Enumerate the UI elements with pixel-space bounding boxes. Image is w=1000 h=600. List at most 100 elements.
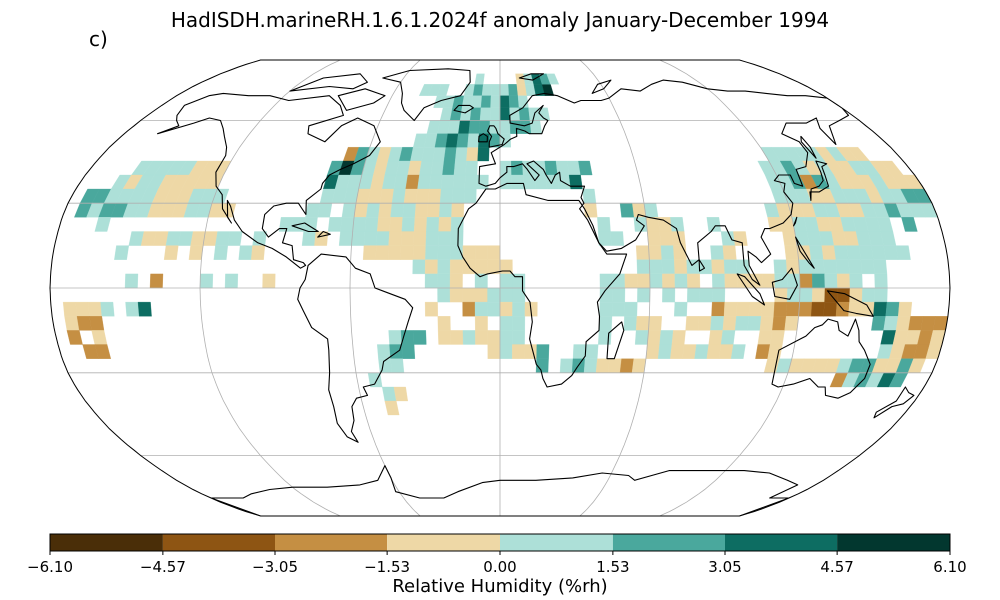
coastline-africa	[457, 182, 628, 388]
anomaly-cell	[511, 174, 524, 190]
anomaly-cell	[499, 273, 513, 289]
anomaly-cell	[462, 330, 476, 345]
anomaly-cell	[546, 73, 560, 85]
anomaly-cell	[125, 301, 140, 317]
anomaly-cell	[544, 160, 558, 176]
anomaly-cell	[449, 259, 463, 275]
anomaly-cell	[224, 273, 239, 289]
anomaly-cell	[442, 160, 456, 176]
anomaly-cell	[634, 330, 649, 345]
coastline-hispaniola	[317, 230, 331, 238]
coastline-australia	[771, 318, 871, 399]
anomaly-cell	[474, 316, 488, 331]
anomaly-cell	[920, 316, 936, 331]
anomaly-cell	[490, 84, 501, 96]
anomaly-cell	[352, 217, 367, 232]
anomaly-cell	[413, 217, 428, 232]
anomaly-cell	[75, 301, 90, 317]
anomaly-cell	[455, 147, 468, 162]
anomaly-cell	[463, 188, 477, 204]
anomaly-cell	[599, 301, 613, 317]
anomaly-cell	[730, 344, 746, 359]
anomaly-cell	[662, 287, 676, 303]
anomaly-cell	[387, 245, 402, 260]
coastline-new-guinea	[826, 290, 874, 317]
coastline-baffin	[337, 88, 386, 111]
anomaly-cell	[91, 330, 108, 345]
anomaly-cell	[375, 245, 389, 260]
anomaly-cell	[114, 245, 129, 260]
anomaly-cell	[786, 301, 800, 317]
anomaly-cell	[403, 188, 418, 204]
anomaly-cell	[674, 259, 688, 275]
anomaly-cell	[711, 301, 725, 317]
anomaly-cell	[774, 287, 788, 303]
anomaly-cell	[467, 133, 480, 148]
anomaly-cell	[474, 301, 488, 317]
anomaly-cell	[453, 160, 467, 176]
anomaly-cell	[895, 245, 911, 260]
anomaly-cell	[445, 133, 459, 148]
anomaly-cell	[512, 316, 526, 331]
anomaly-cell	[66, 330, 83, 345]
anomaly-cell	[598, 316, 613, 331]
anomaly-cell	[438, 217, 452, 232]
anomaly-cell	[449, 273, 463, 289]
anomaly-cell	[353, 203, 369, 218]
anomaly-cell	[401, 217, 416, 232]
map-title: HadISDH.marineRH.1.6.1.2024f anomaly Jan…	[170, 8, 830, 32]
anomaly-cell	[799, 273, 813, 289]
anomaly-cell	[511, 160, 524, 176]
anomaly-cell	[833, 245, 849, 260]
anomaly-cell	[508, 84, 519, 96]
anomaly-cell	[522, 174, 536, 190]
anomaly-cell	[426, 217, 440, 232]
colorbar-segment	[50, 534, 163, 551]
anomaly-cell	[686, 259, 700, 275]
anomaly-cell	[871, 316, 886, 331]
anomaly-cell	[499, 120, 511, 134]
anomaly-cell	[472, 84, 484, 96]
anomaly-cell	[76, 316, 92, 331]
anomaly-cell	[450, 231, 464, 246]
anomaly-cell	[499, 316, 513, 331]
colorbar-tick-label: −3.05	[252, 558, 298, 576]
anomaly-cell	[476, 174, 489, 190]
anomaly-cell	[393, 386, 408, 402]
anomaly-cell	[384, 400, 400, 416]
anomaly-cell	[477, 147, 490, 162]
anomaly-cell	[414, 203, 429, 218]
anomaly-cell	[597, 217, 611, 232]
anomaly-cell	[426, 203, 441, 218]
anomaly-cell	[635, 245, 650, 260]
anomaly-cell	[649, 259, 663, 275]
anomaly-cell	[898, 301, 913, 317]
anomaly-cell	[685, 316, 700, 331]
anomaly-cell	[718, 344, 734, 359]
anomaly-cell	[660, 245, 675, 260]
coastline-sri-lanka	[698, 259, 706, 272]
anomaly-cell	[769, 330, 785, 345]
colorbar	[49, 533, 951, 555]
anomaly-cell	[661, 259, 675, 275]
anomaly-cell	[773, 259, 788, 275]
anomaly-cell	[124, 273, 139, 289]
anomaly-cell	[487, 245, 501, 260]
colorbar-tick-label: −1.53	[364, 558, 411, 576]
anomaly-cell	[670, 344, 685, 359]
anomaly-cell	[499, 84, 510, 96]
anomaly-cell	[474, 73, 485, 85]
anomaly-cell	[430, 160, 445, 176]
anomaly-cell	[227, 231, 243, 246]
anomaly-cell	[412, 259, 426, 275]
anomaly-cell	[773, 301, 788, 317]
anomaly-cell	[674, 301, 688, 317]
anomaly-cell	[377, 217, 391, 232]
anomaly-cell	[215, 231, 231, 246]
anomaly-cell	[367, 188, 383, 204]
anomaly-cell	[901, 217, 918, 232]
anomaly-cell	[400, 245, 414, 260]
anomaly-cell	[811, 273, 826, 289]
anomaly-cell	[649, 273, 663, 289]
anomaly-cell	[619, 203, 634, 218]
